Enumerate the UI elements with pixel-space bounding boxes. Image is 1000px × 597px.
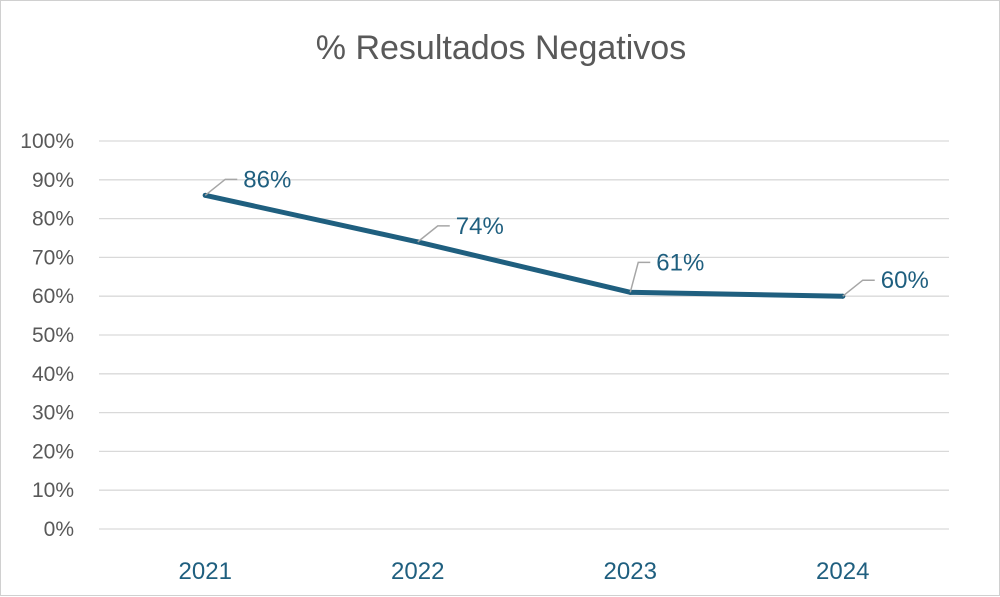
data-label: 86% — [243, 166, 291, 193]
y-tick-label: 40% — [32, 363, 74, 386]
y-tick-label: 80% — [32, 208, 74, 231]
y-tick-label: 20% — [32, 440, 74, 463]
y-tick-label: 10% — [32, 479, 74, 502]
y-tick-label: 30% — [32, 402, 74, 425]
data-label: 61% — [656, 249, 704, 276]
y-tick-label: 90% — [32, 169, 74, 192]
gridlines — [99, 140, 949, 530]
series-line-group — [202, 192, 846, 299]
y-tick-label: 100% — [20, 130, 74, 153]
label-leader-line — [842, 279, 875, 297]
x-tick-label: 2022 — [391, 558, 444, 585]
series-line — [202, 192, 846, 299]
label-leader-line — [417, 225, 450, 243]
data-labels: 86% 74% 61% 60% — [204, 166, 929, 297]
x-tick-label: 2024 — [816, 558, 869, 585]
y-axis-ticks: 0% 10% 20% 30% 40% 50% 60% 70% 80% 90% 100% — [20, 130, 74, 541]
y-tick-label: 60% — [32, 285, 74, 308]
chart-title: % Resultados Negativos — [315, 29, 687, 67]
label-leader-line — [204, 178, 238, 196]
x-axis-ticks: 2021 2022 2023 2024 — [179, 558, 870, 585]
y-tick-label: 0% — [44, 518, 74, 541]
y-tick-label: 70% — [32, 246, 74, 269]
data-label: 74% — [456, 213, 504, 240]
x-tick-label: 2021 — [179, 558, 232, 585]
y-tick-label: 50% — [32, 324, 74, 347]
x-tick-label: 2023 — [604, 558, 657, 585]
data-label: 60% — [881, 267, 929, 294]
label-leader-line — [629, 261, 651, 293]
